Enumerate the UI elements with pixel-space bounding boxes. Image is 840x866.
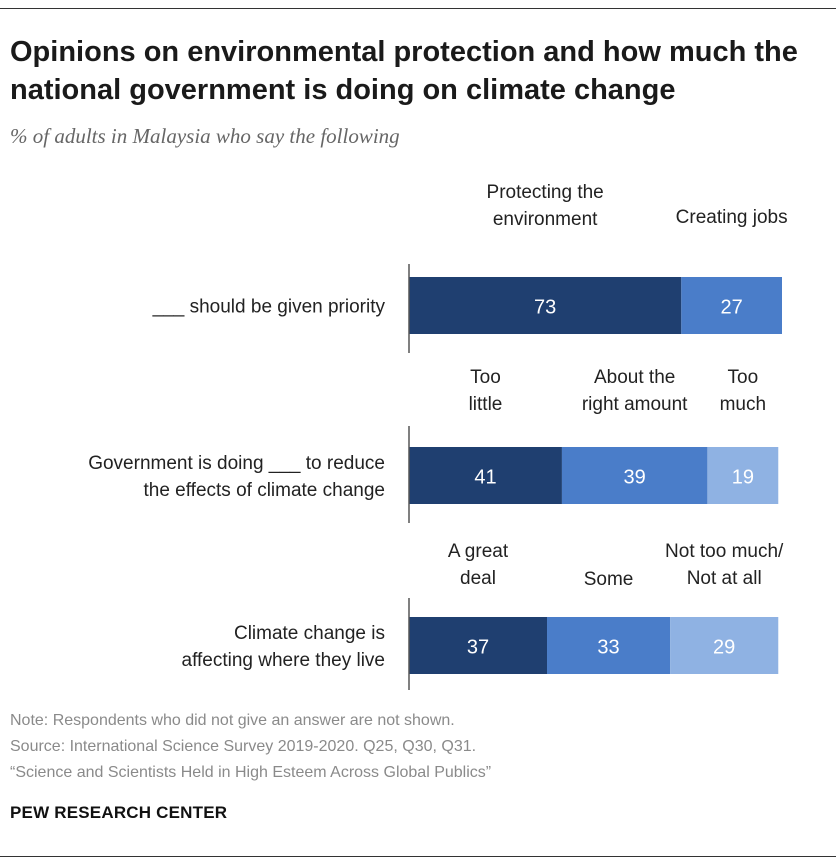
bar-value-label: 27 — [721, 297, 743, 319]
bar-value-label: 73 — [534, 297, 556, 319]
bar-value-label: 19 — [732, 467, 754, 489]
segment-name-label: Too — [728, 367, 759, 388]
top-rule — [0, 8, 836, 9]
row-label: Government is doing ___ to reduce — [88, 453, 385, 474]
bottom-rule — [0, 856, 836, 857]
bar-segment — [670, 617, 779, 674]
chart-title: Opinions on environmental protection and… — [10, 36, 798, 106]
bar-value-label: 39 — [624, 467, 646, 489]
note-text: Note: Respondents who did not give an an… — [10, 712, 455, 729]
bar-value-label: 37 — [467, 637, 489, 659]
bar-segment — [547, 617, 671, 674]
segment-name-label: A great — [448, 541, 509, 562]
source-text: Source: International Science Survey 201… — [10, 738, 477, 755]
segment-name-label: Creating jobs — [676, 207, 788, 228]
segment-name-label: Too — [470, 367, 501, 388]
segment-name-label: right amount — [582, 394, 688, 415]
segment-name-label: Some — [584, 569, 634, 590]
segment-name-label: About the — [594, 367, 675, 388]
bar-value-label: 29 — [713, 637, 735, 659]
segment-name-label: environment — [493, 209, 598, 230]
bar-segment — [409, 277, 682, 334]
row-label: the effects of climate change — [143, 480, 385, 501]
row-label: Climate change is — [234, 623, 385, 644]
segment-name-label: little — [469, 394, 503, 415]
bar-segment — [409, 447, 562, 504]
segment-name-label: deal — [460, 568, 496, 589]
row-label: ___ should be given priority — [152, 297, 386, 318]
report-text: “Science and Scientists Held in High Est… — [10, 764, 492, 781]
bar-segment — [561, 447, 708, 504]
bar-segment — [707, 447, 779, 504]
bar-value-label: 41 — [474, 467, 496, 489]
row-label: affecting where they live — [182, 650, 386, 671]
bar-segment — [409, 617, 548, 674]
segment-name-label: Not too much/ — [665, 541, 784, 562]
chart-subtitle: % of adults in Malaysia who say the foll… — [10, 124, 400, 148]
segment-name-label: Protecting the — [487, 182, 604, 203]
bar-value-label: 33 — [597, 637, 619, 659]
segment-name-label: much — [720, 394, 766, 415]
brand-logo-text: PEW RESEARCH CENTER — [10, 803, 228, 822]
stacked-bar-chart: 73 Protecting the environment 27 Creating jo… — [88, 182, 788, 690]
bar-segment — [681, 277, 782, 334]
segment-name-label: Not at all — [687, 568, 762, 589]
